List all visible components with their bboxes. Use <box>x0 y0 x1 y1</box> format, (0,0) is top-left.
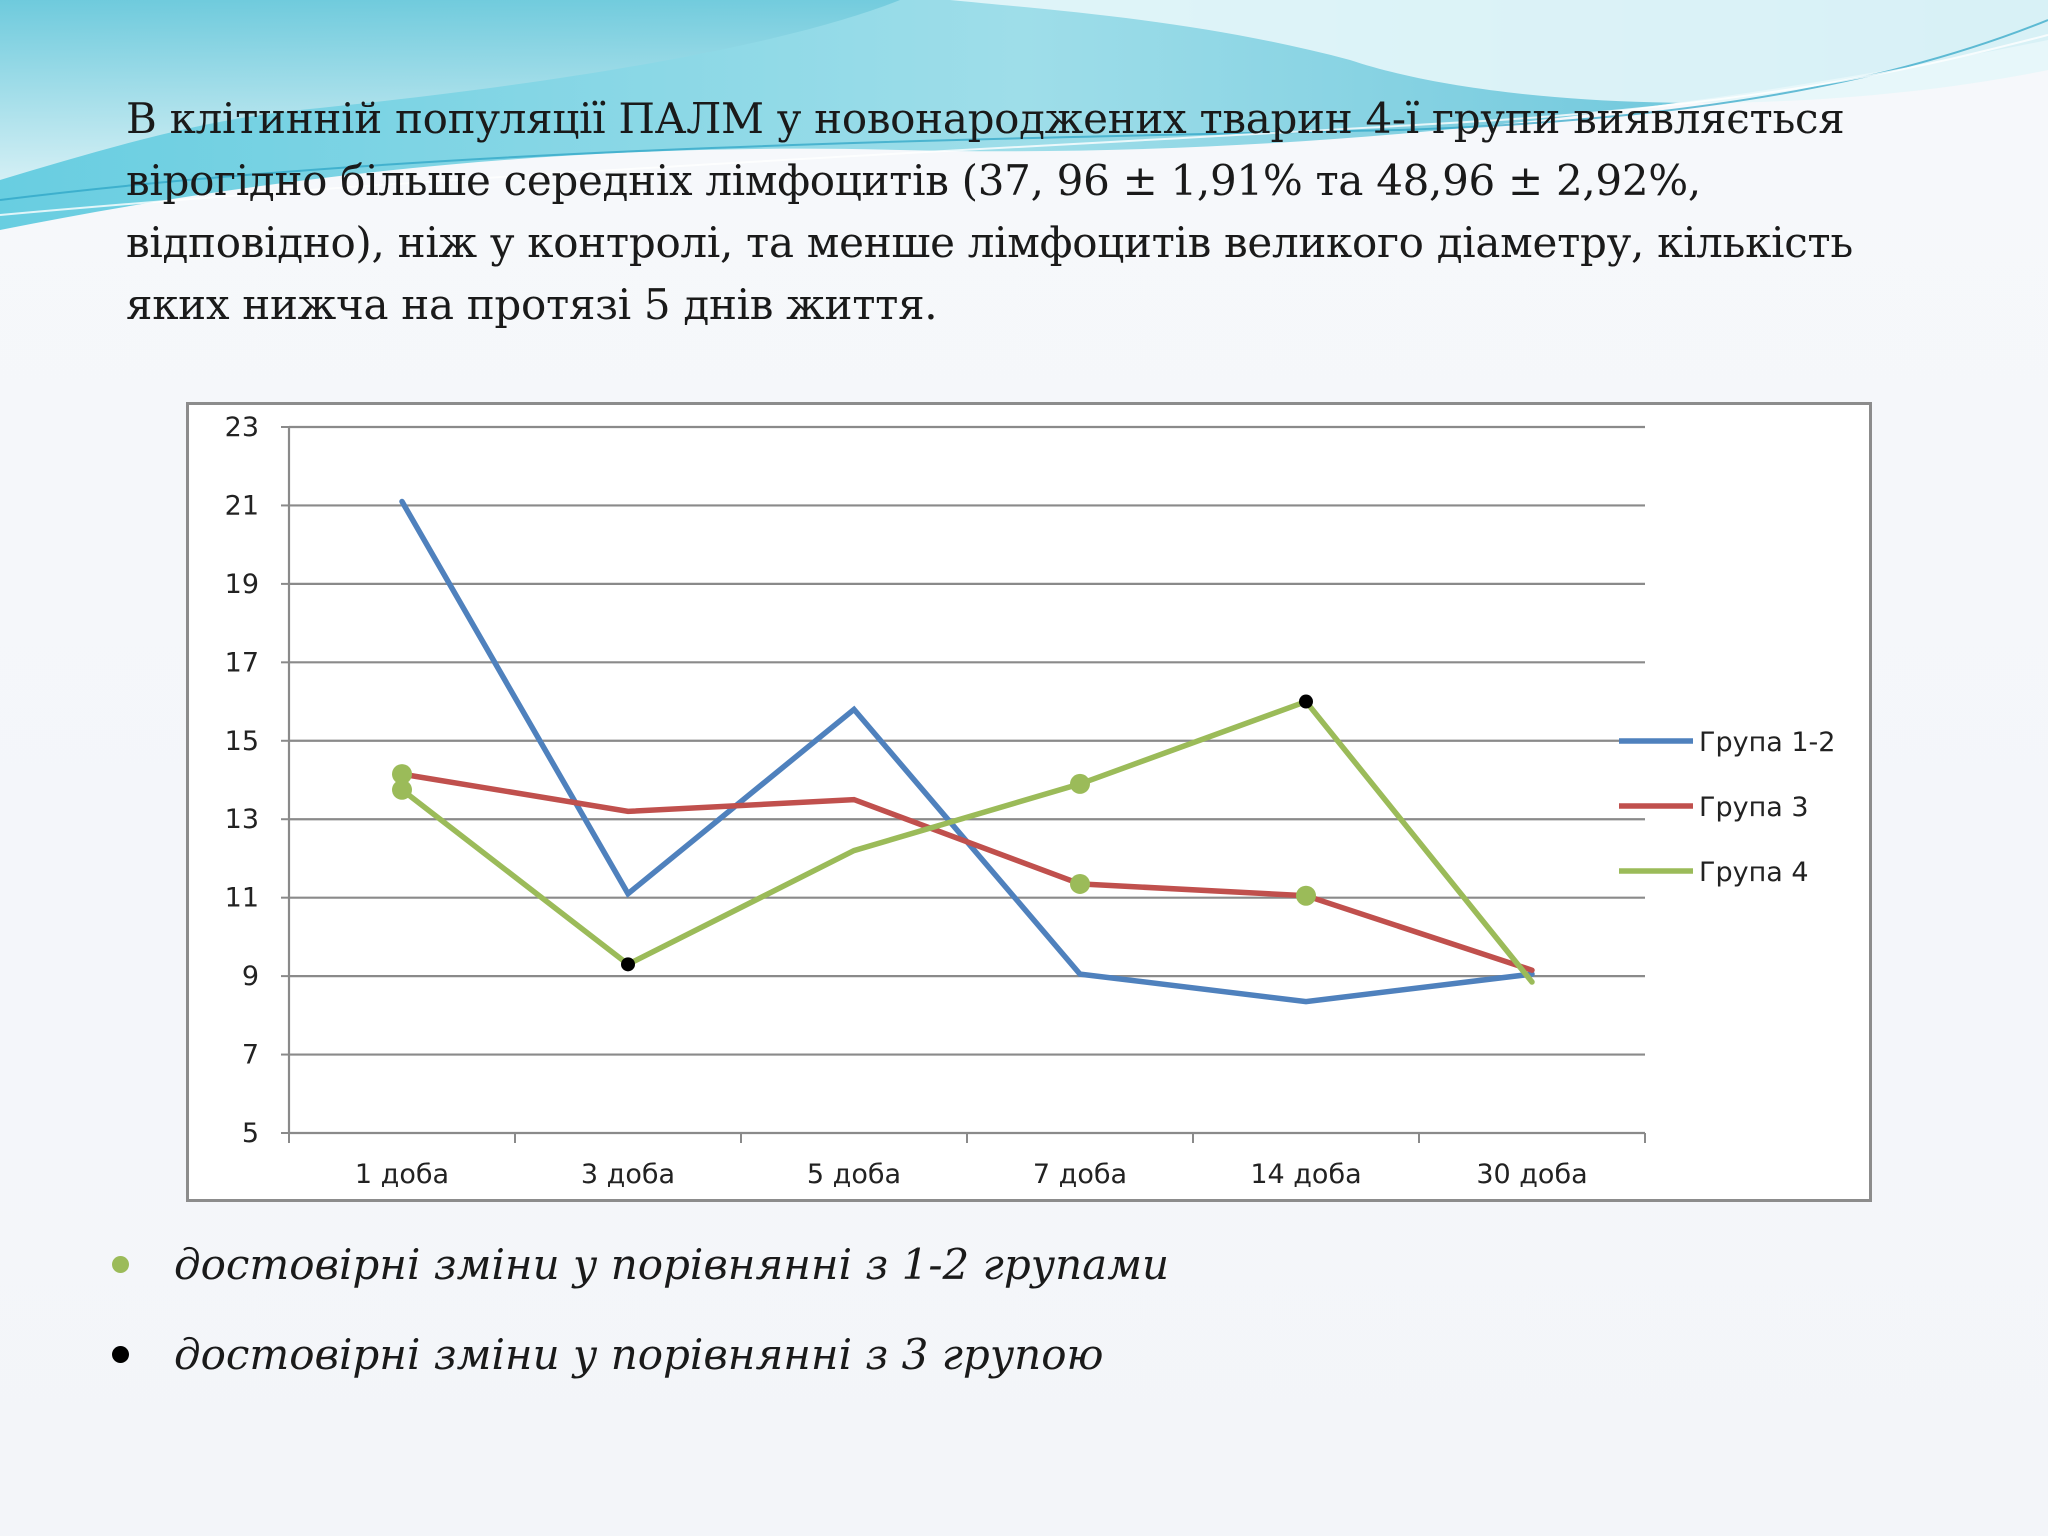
series-line-2 <box>399 771 1535 973</box>
x-tick-label: 7 доба <box>1033 1159 1127 1190</box>
slide-body-text: В клітинній популяції ПАЛМ у новонародже… <box>126 94 1853 329</box>
black-significance-marker <box>1299 694 1313 709</box>
line-chart: 5 7 9 11 13 15 17 19 21 23 1 доба 3 доба 5 доба 7 доб… <box>186 402 1872 1202</box>
y-tick-label: 7 <box>242 1040 259 1071</box>
decorative-wave <box>0 0 2048 230</box>
y-tick-label: 17 <box>225 647 259 678</box>
legend-label-1: Група 1-2 <box>1699 727 1835 758</box>
black-significance-marker <box>621 957 635 972</box>
note-black-text: достовірні зміни у порівнянні з 3 групою <box>174 1329 1104 1379</box>
legend-label-2: Група 3 <box>1699 792 1809 823</box>
green-significance-marker <box>1070 773 1090 794</box>
note-black: достовірні зміни у порівнянні з 3 групою <box>112 1324 1104 1384</box>
note-green: достовірні зміни у порівнянні з 1-2 груп… <box>112 1234 1169 1294</box>
x-tick-label: 30 доба <box>1476 1159 1587 1190</box>
green-significance-marker <box>1070 873 1090 894</box>
black-marker-icon <box>112 1345 129 1363</box>
chart-canvas: 5 7 9 11 13 15 17 19 21 23 1 доба 3 доба 5 доба 7 доб… <box>225 412 1836 1190</box>
x-tick-label: 1 доба <box>355 1159 449 1190</box>
x-tick-label: 3 доба <box>581 1159 675 1190</box>
y-tick-label: 15 <box>225 726 259 757</box>
y-tick-label: 11 <box>225 883 259 914</box>
y-tick-label: 5 <box>242 1118 259 1149</box>
y-tick-label: 9 <box>242 961 259 992</box>
green-marker-icon <box>112 1255 129 1273</box>
y-tick-label: 23 <box>225 412 259 443</box>
y-tick-label: 21 <box>225 490 259 521</box>
green-significance-marker <box>392 764 412 785</box>
note-green-text: достовірні зміни у порівнянні з 1-2 груп… <box>174 1239 1170 1289</box>
x-tick-label: 14 доба <box>1250 1159 1361 1190</box>
y-tick-label: 13 <box>225 804 259 835</box>
green-significance-marker <box>1296 885 1316 906</box>
series-line-3 <box>399 698 1535 985</box>
green-significance-marker <box>392 779 412 800</box>
series-line-1 <box>399 498 1535 1005</box>
x-tick-label: 5 доба <box>807 1159 901 1190</box>
y-tick-label: 19 <box>225 569 259 600</box>
legend-label-3: Група 4 <box>1699 857 1809 888</box>
